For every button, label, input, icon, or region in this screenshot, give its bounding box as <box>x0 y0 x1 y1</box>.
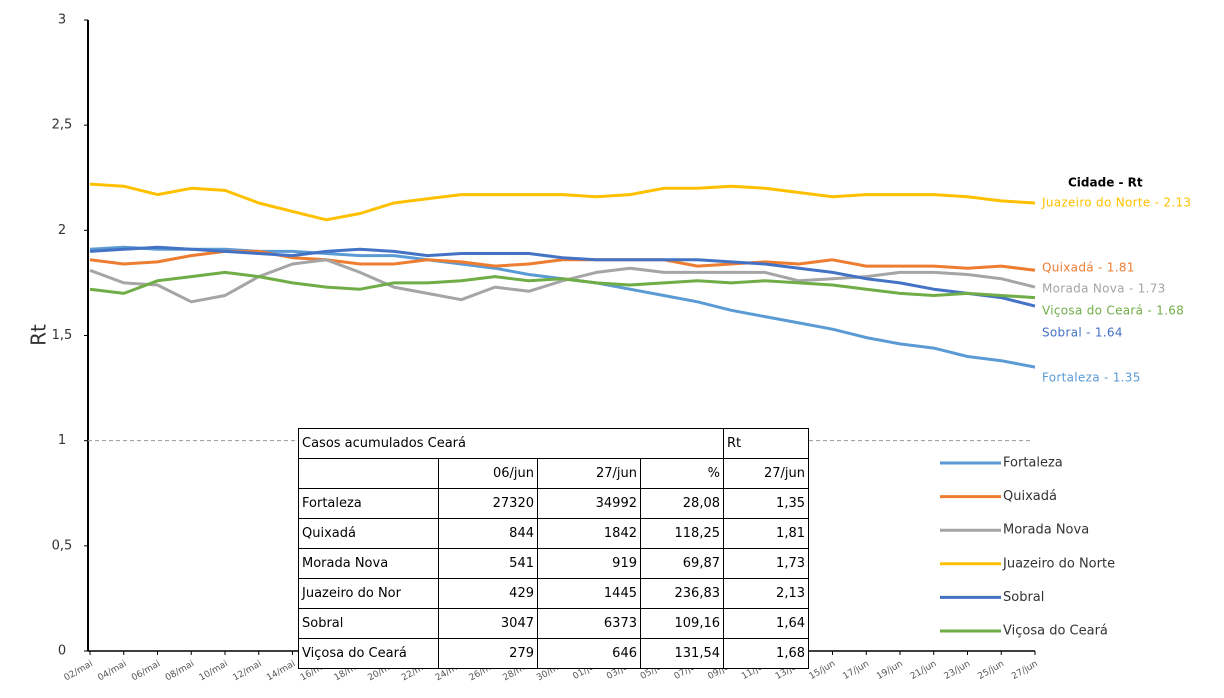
legend-label: Sobral <box>1003 590 1044 605</box>
table-cell <box>298 458 439 489</box>
legend-label: Fortaleza <box>1003 456 1063 471</box>
table-cell: 1842 <box>537 518 641 549</box>
end-label: Morada Nova - 1.73 <box>1042 282 1166 296</box>
line <box>89 249 1036 272</box>
table-cell: 34992 <box>537 488 641 519</box>
legend-label: Quixadá <box>1003 489 1057 504</box>
table-cell: 1,35 <box>723 488 809 519</box>
x-tick-label: 08/mai <box>164 659 196 683</box>
table-row: Quixadá 844 1842 118,25 1,81 <box>298 518 809 549</box>
x-tick-label: 19/jun <box>875 659 905 682</box>
table-cell: 27/jun <box>723 458 809 489</box>
annotation-title: Cidade - Rt <box>1068 176 1143 190</box>
y-tick-label: 2 <box>58 223 66 238</box>
table-header: Casos acumulados Ceará <box>298 428 724 459</box>
y-tick-label: 3 <box>58 13 66 28</box>
table-row: Sobral 3047 6373 109,16 1,64 <box>298 608 809 639</box>
line <box>89 245 1036 308</box>
table-cell: Sobral <box>298 608 439 639</box>
x-tick-label: 23/jun <box>943 659 973 682</box>
table-cell: 1,68 <box>723 638 809 669</box>
line <box>89 258 1036 304</box>
table-row: Fortaleza 27320 34992 28,08 1,35 <box>298 488 809 519</box>
table-cell: 6373 <box>537 608 641 639</box>
end-label: Viçosa do Ceará - 1.68 <box>1042 304 1184 318</box>
table-cell: 541 <box>438 548 538 579</box>
table-cell: 1,73 <box>723 548 809 579</box>
table-cell: 27320 <box>438 488 538 519</box>
table-cell: 06/jun <box>438 458 538 489</box>
table-cell: 429 <box>438 578 538 609</box>
y-tick-label: 1 <box>58 433 66 448</box>
y-tick-label: 0,5 <box>52 538 73 553</box>
table-cell: 1,81 <box>723 518 809 549</box>
line <box>89 270 1036 300</box>
table-cell: Fortaleza <box>298 488 439 519</box>
table-cell: 109,16 <box>640 608 724 639</box>
end-label: Quixadá - 1.81 <box>1042 261 1135 275</box>
x-tick-label: 17/jun <box>841 659 871 682</box>
table-cell: Viçosa do Ceará <box>298 638 439 669</box>
table-cell: Juazeiro do Nor <box>298 578 439 609</box>
table-header: Rt <box>723 428 809 459</box>
line <box>89 182 1036 222</box>
table-row: Morada Nova 541 919 69,87 1,73 <box>298 548 809 579</box>
table-row: Viçosa do Ceará 279 646 131,54 1,68 <box>298 638 809 669</box>
legend-label: Juazeiro do Norte <box>1002 556 1115 571</box>
x-tick-label: 14/mai <box>265 659 297 683</box>
table-cell: 236,83 <box>640 578 724 609</box>
table-cell: Morada Nova <box>298 548 439 579</box>
table-cell: Quixadá <box>298 518 439 549</box>
table-cell: 646 <box>537 638 641 669</box>
table-row: Juazeiro do Nor 429 1445 236,83 2,13 <box>298 578 809 609</box>
y-tick-label: 2,5 <box>52 118 73 133</box>
table-cell: 118,25 <box>640 518 724 549</box>
end-label: Juazeiro do Norte - 2.13 <box>1041 196 1191 210</box>
x-tick-label: 04/mai <box>96 659 128 683</box>
table-cell: 844 <box>438 518 538 549</box>
table-cell: 69,87 <box>640 548 724 579</box>
x-tick-label: 10/mai <box>198 659 230 683</box>
y-tick-label: 0 <box>58 644 66 659</box>
table-cell: 131,54 <box>640 638 724 669</box>
table-cell: % <box>640 458 724 489</box>
end-label: Sobral - 1.64 <box>1042 326 1123 340</box>
table-cell: 919 <box>537 548 641 579</box>
table-cell: 3047 <box>438 608 538 639</box>
x-tick-label: 02/mai <box>63 659 95 683</box>
x-tick-label: 27/jun <box>1010 659 1040 682</box>
x-tick-label: 21/jun <box>909 659 939 682</box>
end-label: Fortaleza - 1.35 <box>1042 371 1141 385</box>
table-cell: 1,64 <box>723 608 809 639</box>
table-cell: 279 <box>438 638 538 669</box>
x-tick-label: 12/mai <box>231 659 263 683</box>
table-cell: 27/jun <box>537 458 641 489</box>
x-tick-label: 15/jun <box>808 659 838 682</box>
legend-label: Viçosa do Ceará <box>1003 624 1108 639</box>
data-table: Casos acumulados Ceará Rt 06/jun 27/jun% 27… <box>298 428 809 669</box>
y-tick-label: 1,5 <box>52 328 73 343</box>
table-cell: 2,13 <box>723 578 809 609</box>
x-tick-label: 25/jun <box>976 659 1006 682</box>
legend-label: Morada Nova <box>1003 523 1089 538</box>
y-axis-title: Rt <box>27 324 51 346</box>
x-tick-label: 06/mai <box>130 659 162 683</box>
table-cell: 28,08 <box>640 488 724 519</box>
table-cell: 1445 <box>537 578 641 609</box>
